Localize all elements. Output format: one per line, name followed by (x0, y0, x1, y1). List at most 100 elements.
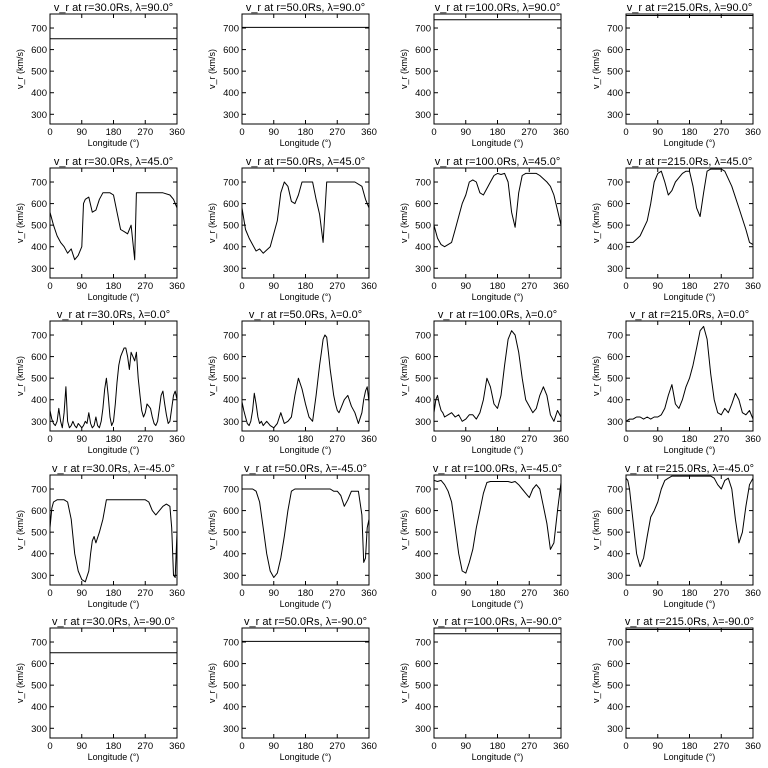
x-tick-label: 0 (431, 127, 436, 138)
subplot-4-1: v_r at r=30.0Rs, λ=-45.0° 0 90 180 270 360 300… (15, 463, 185, 609)
plot-frame (49, 627, 178, 739)
plot-frame (241, 474, 370, 586)
plot-frame (241, 627, 370, 739)
plot-frame (49, 474, 178, 586)
y-tick-label: 500 (415, 67, 431, 78)
plot-frame (49, 167, 178, 279)
subplot-title: v_r at r=215.0Rs, λ=0.0° (630, 309, 749, 321)
y-tick-label: 400 (607, 395, 623, 406)
y-tick-label: 300 (607, 417, 623, 428)
subplot-title: v_r at r=50.0Rs, λ=90.0° (246, 2, 365, 14)
y-tick-label: 500 (31, 681, 47, 692)
x-tick-label: 360 (553, 741, 569, 752)
x-tick-label: 270 (521, 281, 537, 292)
y-tick-label: 400 (223, 242, 239, 253)
y-tick-label: 600 (223, 352, 239, 363)
x-tick-label: 360 (745, 741, 761, 752)
x-axis-label: Longitude (°) (472, 138, 524, 148)
plot-frame (49, 320, 178, 432)
y-tick-label: 300 (415, 417, 431, 428)
x-tick-label: 180 (682, 281, 698, 292)
y-tick-label: 700 (223, 331, 239, 342)
y-tick-label: 600 (607, 506, 623, 517)
subplot-title: v_r at r=50.0Rs, λ=-45.0° (244, 463, 367, 475)
y-axis-label: v_r (km/s) (591, 356, 601, 396)
subplot-title: v_r at r=30.0Rs, λ=0.0° (57, 309, 170, 321)
x-tick-label: 0 (623, 281, 628, 292)
y-tick-label: 500 (31, 67, 47, 78)
x-tick-label: 0 (623, 127, 628, 138)
y-tick-label: 300 (31, 264, 47, 275)
subplot-title: v_r at r=30.0Rs, λ=45.0° (54, 156, 173, 168)
subplot-title: v_r at r=100.0Rs, λ=-90.0° (433, 616, 562, 628)
y-tick-label: 500 (607, 67, 623, 78)
subplot-title: v_r at r=215.0Rs, λ=90.0° (627, 2, 752, 14)
x-tick-label: 180 (490, 281, 506, 292)
y-tick-label: 400 (415, 395, 431, 406)
x-tick-label: 270 (329, 741, 345, 752)
x-tick-label: 0 (623, 434, 628, 445)
x-axis-label: Longitude (°) (472, 445, 524, 455)
y-tick-label: 300 (607, 264, 623, 275)
x-tick-label: 360 (553, 434, 569, 445)
y-tick-label: 500 (415, 221, 431, 232)
x-tick-label: 0 (431, 281, 436, 292)
y-axis-label: v_r (km/s) (207, 49, 217, 89)
x-tick-label: 0 (239, 127, 244, 138)
y-tick-label: 700 (223, 485, 239, 496)
y-tick-label: 500 (223, 221, 239, 232)
subplot-2-4: v_r at r=215.0Rs, λ=45.0° 0 90 180 270 360 300… (591, 156, 761, 302)
x-tick-label: 270 (137, 127, 153, 138)
x-tick-label: 270 (521, 434, 537, 445)
y-tick-label: 400 (223, 88, 239, 99)
y-axis-label: v_r (km/s) (399, 203, 409, 243)
x-tick-label: 90 (460, 127, 471, 138)
x-tick-label: 360 (169, 127, 185, 138)
y-axis-label: v_r (km/s) (15, 203, 25, 243)
subplot-3-3: v_r at r=100.0Rs, λ=0.0° 0 90 180 270 360 300 4… (399, 309, 569, 455)
x-tick-label: 360 (169, 741, 185, 752)
x-tick-label: 360 (361, 281, 377, 292)
y-tick-label: 300 (223, 417, 239, 428)
x-tick-label: 180 (682, 588, 698, 599)
y-tick-label: 700 (415, 485, 431, 496)
y-tick-label: 700 (223, 638, 239, 649)
y-tick-label: 600 (31, 659, 47, 670)
y-tick-label: 300 (415, 264, 431, 275)
y-tick-label: 400 (223, 549, 239, 560)
x-axis-label: Longitude (°) (664, 138, 716, 148)
subplot-5-4: v_r at r=215.0Rs, λ=-90.0° 0 90 180 270 360 30… (591, 616, 761, 762)
x-tick-label: 0 (623, 588, 628, 599)
x-tick-label: 90 (76, 281, 87, 292)
y-axis-label: v_r (km/s) (591, 663, 601, 703)
y-tick-label: 700 (31, 178, 47, 189)
x-axis-label: Longitude (°) (664, 599, 716, 609)
x-tick-label: 360 (553, 127, 569, 138)
y-tick-label: 400 (31, 549, 47, 560)
y-tick-label: 700 (31, 24, 47, 35)
x-tick-label: 270 (521, 588, 537, 599)
x-tick-label: 180 (106, 588, 122, 599)
y-tick-label: 400 (31, 242, 47, 253)
y-tick-label: 400 (31, 88, 47, 99)
x-tick-label: 0 (47, 434, 52, 445)
subplot-title: v_r at r=50.0Rs, λ=0.0° (249, 309, 362, 321)
subplot-1-3: v_r at r=100.0Rs, λ=90.0° 0 90 180 270 360 300… (399, 2, 569, 148)
x-tick-label: 180 (490, 588, 506, 599)
x-tick-label: 0 (623, 741, 628, 752)
x-tick-label: 0 (239, 588, 244, 599)
y-tick-label: 300 (31, 417, 47, 428)
x-tick-label: 0 (431, 434, 436, 445)
x-tick-label: 180 (106, 434, 122, 445)
subplot-5-3: v_r at r=100.0Rs, λ=-90.0° 0 90 180 270 360 30… (399, 616, 569, 762)
subplot-title: v_r at r=30.0Rs, λ=-90.0° (52, 616, 175, 628)
y-tick-label: 700 (607, 485, 623, 496)
x-tick-label: 360 (745, 127, 761, 138)
x-axis-label: Longitude (°) (88, 599, 140, 609)
x-tick-label: 270 (137, 741, 153, 752)
y-tick-label: 700 (607, 24, 623, 35)
y-tick-label: 500 (607, 374, 623, 385)
y-tick-label: 700 (31, 485, 47, 496)
y-tick-label: 600 (607, 199, 623, 210)
